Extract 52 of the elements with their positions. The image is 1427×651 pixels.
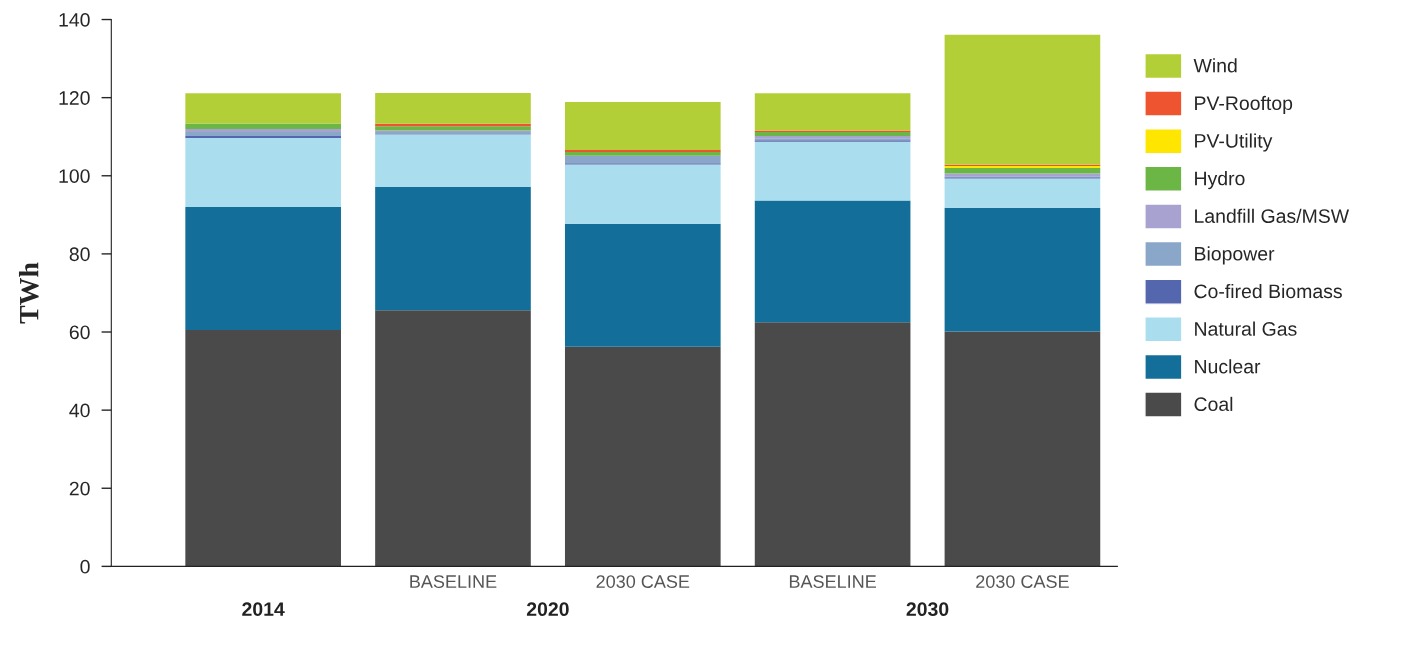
bar: [944, 34, 1101, 165]
bar: [185, 330, 341, 567]
y-axis-title: TWh: [18, 262, 39, 324]
bar: [754, 141, 911, 201]
bar: [375, 187, 531, 311]
bar: [564, 101, 721, 150]
bar: [185, 128, 341, 133]
y-tick-label: 60: [69, 325, 90, 340]
bar: [944, 167, 1101, 174]
bar: [185, 93, 341, 124]
bar: [185, 137, 341, 208]
bar: [564, 346, 721, 567]
bar: [564, 151, 721, 156]
legend-label: Natural Gas: [1195, 321, 1297, 336]
legend-label: Nuclear: [1195, 359, 1261, 374]
bar: [185, 123, 341, 129]
text: 2014: [242, 602, 285, 617]
bar: [185, 207, 341, 331]
bar: [754, 93, 911, 131]
bar: [564, 223, 721, 347]
legend-label: Co-fired Biomass: [1194, 283, 1342, 299]
y-tick-label: 140: [59, 13, 90, 27]
bar: [944, 178, 1101, 208]
bar: [944, 207, 1101, 332]
bar: [375, 134, 531, 188]
y-tick-label: 40: [69, 403, 90, 418]
legend-label: PV-Rooftop: [1195, 95, 1293, 114]
bar: [375, 310, 531, 567]
legend-label: Landfill Gas/MSW: [1195, 208, 1350, 223]
y-tick-label: 120: [59, 91, 90, 105]
legend-label: PV-Utility: [1195, 133, 1273, 152]
text: 2030: [906, 602, 949, 617]
y-tick-label: 0: [80, 559, 90, 574]
bar: [564, 155, 721, 164]
y-tick-label: 80: [69, 247, 90, 262]
legend-label: Biopower: [1195, 246, 1275, 265]
x-tick-label: 2030 CASE: [596, 575, 690, 588]
x-tick-label: 2030 CASE: [976, 575, 1069, 588]
x-tick-label: BASELINE: [789, 575, 876, 588]
legend-label: Hydro: [1195, 171, 1245, 190]
bar: [564, 164, 721, 224]
bar: [944, 331, 1101, 567]
bar: [375, 92, 531, 124]
text: Coal: [1194, 396, 1233, 412]
x-tick-label: BASELINE: [410, 575, 497, 588]
legend-label: Wind: [1193, 58, 1237, 73]
bar: [375, 126, 531, 131]
bar: [754, 200, 911, 323]
bar: [754, 322, 911, 567]
text: 2020: [526, 602, 569, 617]
y-tick-label: 20: [69, 481, 90, 496]
y-tick-label: 100: [59, 169, 90, 184]
